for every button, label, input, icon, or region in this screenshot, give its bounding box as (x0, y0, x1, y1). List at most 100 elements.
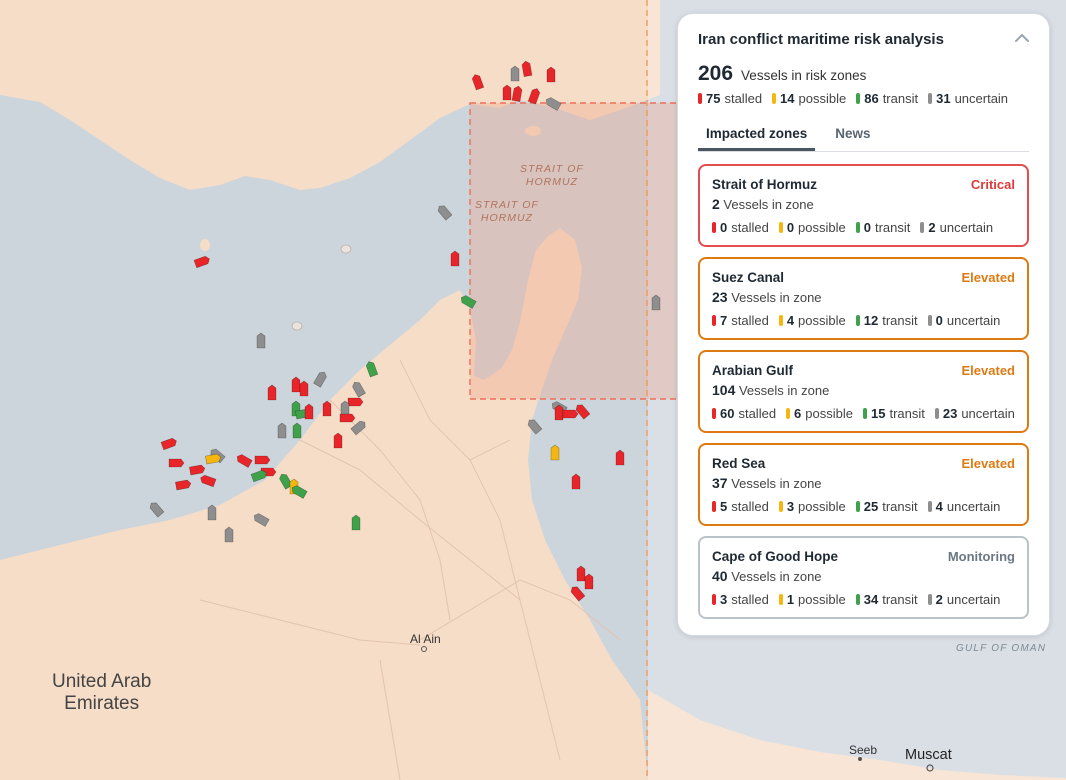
land-iran (0, 0, 660, 190)
stat-stalled: 0 stalled (712, 220, 769, 235)
vessel-marker-icon[interactable] (510, 65, 520, 82)
stat-transit: 0 transit (855, 220, 910, 235)
vessel-marker-icon[interactable] (299, 380, 309, 397)
vessel-marker-icon[interactable] (304, 403, 314, 420)
status-pill-icon (927, 594, 932, 605)
stat-label: possible (805, 406, 853, 421)
vessel-marker-icon[interactable] (351, 514, 361, 531)
vessel-marker-icon[interactable] (193, 255, 211, 269)
vessel-marker-icon[interactable] (521, 60, 533, 77)
stat-value: 25 (863, 499, 879, 514)
vessel-marker-icon[interactable] (459, 294, 477, 309)
chevron-up-icon[interactable] (1013, 31, 1031, 45)
stat-label: transit (882, 313, 918, 328)
stat-label: stalled (731, 313, 769, 328)
zone-risk-level: Critical (970, 177, 1015, 192)
status-pill-icon (928, 93, 933, 104)
vessel-marker-icon[interactable] (199, 474, 217, 488)
zone-card[interactable]: Red Sea Elevated 37 Vessels in zone 5 stalle… (698, 443, 1029, 526)
zone-card[interactable]: Arabian Gulf Elevated 104 Vessels in zone 6… (698, 350, 1029, 433)
vessel-marker-icon[interactable] (450, 250, 460, 267)
vessel-marker-icon[interactable] (576, 565, 586, 582)
stat-possible: 3 possible (778, 499, 846, 514)
gulf-label: GULF OF OMAN (956, 643, 1047, 654)
vessel-marker-icon[interactable] (278, 472, 293, 490)
vessel-marker-icon[interactable] (189, 464, 206, 476)
vessel-marker-icon[interactable] (554, 404, 564, 421)
tab-impacted-zones[interactable]: Impacted zones (698, 121, 816, 151)
status-pill-icon (856, 93, 861, 104)
vessel-marker-icon[interactable] (235, 453, 253, 468)
vessel-marker-icon[interactable] (546, 66, 556, 83)
zone-stats: 7 stalled 4 possible 12 transit 0 uncertain (712, 313, 1015, 328)
stat-value: 0 (786, 220, 795, 235)
total-count: 206 (698, 62, 734, 85)
zone-card[interactable]: Suez Canal Elevated 23 Vessels in zone 7 sta… (698, 257, 1029, 340)
vessel-marker-icon[interactable] (224, 526, 234, 543)
vessel-marker-icon[interactable] (160, 437, 178, 451)
vessel-marker-icon[interactable] (351, 380, 366, 398)
zone-strait-of-hormuz-area[interactable] (469, 102, 681, 400)
vessel-marker-icon[interactable] (615, 449, 625, 466)
tab-news[interactable]: News (835, 126, 871, 141)
vessel-marker-icon[interactable] (471, 73, 485, 91)
vessel-marker-icon[interactable] (571, 473, 581, 490)
stat-label: possible (798, 220, 846, 235)
vessel-marker-icon[interactable] (350, 419, 368, 436)
vessel-marker-icon[interactable] (168, 458, 185, 468)
vessel-marker-icon[interactable] (267, 384, 277, 401)
vessel-marker-icon[interactable] (511, 85, 523, 102)
vessel-marker-icon[interactable] (527, 87, 541, 105)
stat-stalled: 7 stalled (712, 313, 769, 328)
vessel-marker-icon[interactable] (207, 504, 217, 521)
vessel-marker-icon[interactable] (313, 370, 328, 388)
vessel-marker-icon[interactable] (574, 403, 591, 420)
vessel-marker-icon[interactable] (347, 397, 364, 407)
vessel-marker-icon[interactable] (436, 204, 453, 221)
vessel-marker-icon[interactable] (365, 360, 379, 378)
stat-label: possible (798, 592, 846, 607)
panel-title: Iran conflict maritime risk analysis (698, 31, 944, 48)
stat-value: 86 (864, 91, 879, 106)
country-label-uae: United Arab Emirates (52, 671, 151, 715)
vessel-marker-icon[interactable] (252, 512, 270, 527)
vessel-marker-icon[interactable] (292, 422, 302, 439)
zone-card[interactable]: Cape of Good Hope Monitoring 40 Vessels in… (698, 536, 1029, 619)
vessel-marker-icon[interactable] (256, 332, 266, 349)
stat-value: 5 (720, 499, 728, 514)
stat-label: possible (798, 313, 846, 328)
vessel-marker-icon[interactable] (333, 432, 343, 449)
vessel-marker-icon[interactable] (250, 469, 268, 483)
vessel-marker-icon[interactable] (651, 294, 661, 311)
stat-stalled: 3 stalled (712, 592, 769, 607)
vessel-marker-icon[interactable] (148, 501, 165, 518)
stat-label: uncertain (946, 313, 1001, 328)
status-pill-icon (786, 408, 791, 419)
vessel-marker-icon[interactable] (291, 376, 301, 393)
vessel-marker-icon[interactable] (322, 400, 332, 417)
vessel-marker-icon[interactable] (175, 479, 192, 491)
vessel-marker-icon[interactable] (544, 96, 562, 111)
zone-count-label: Vessels in zone (719, 197, 814, 212)
vessel-marker-icon[interactable] (502, 84, 512, 101)
vessel-marker-icon[interactable] (205, 453, 222, 465)
stat-uncertain: 2 uncertain (927, 592, 1000, 607)
status-pill-icon (927, 501, 932, 512)
zone-card[interactable]: Strait of Hormuz Critical 2 Vessels in zon… (698, 164, 1029, 247)
city-label-al-ain: Al Ain (410, 632, 441, 646)
vessel-marker-icon[interactable] (254, 455, 271, 465)
vessel-marker-icon[interactable] (584, 573, 594, 590)
stat-value: 75 (706, 91, 721, 106)
stat-value: 1 (786, 592, 795, 607)
status-pill-icon (712, 222, 716, 233)
vessel-marker-icon[interactable] (550, 444, 560, 461)
vessel-marker-icon[interactable] (277, 422, 287, 439)
stat-uncertain: 4 uncertain (927, 499, 1000, 514)
vessel-marker-icon[interactable] (339, 413, 356, 423)
vessel-marker-icon[interactable] (526, 418, 543, 435)
vessel-marker-icon[interactable] (569, 585, 586, 602)
stat-possible: 0 possible (778, 220, 846, 235)
vessel-marker-icon[interactable] (562, 409, 579, 419)
vessel-marker-icon[interactable] (290, 484, 308, 499)
stat-value: 2 (935, 592, 943, 607)
